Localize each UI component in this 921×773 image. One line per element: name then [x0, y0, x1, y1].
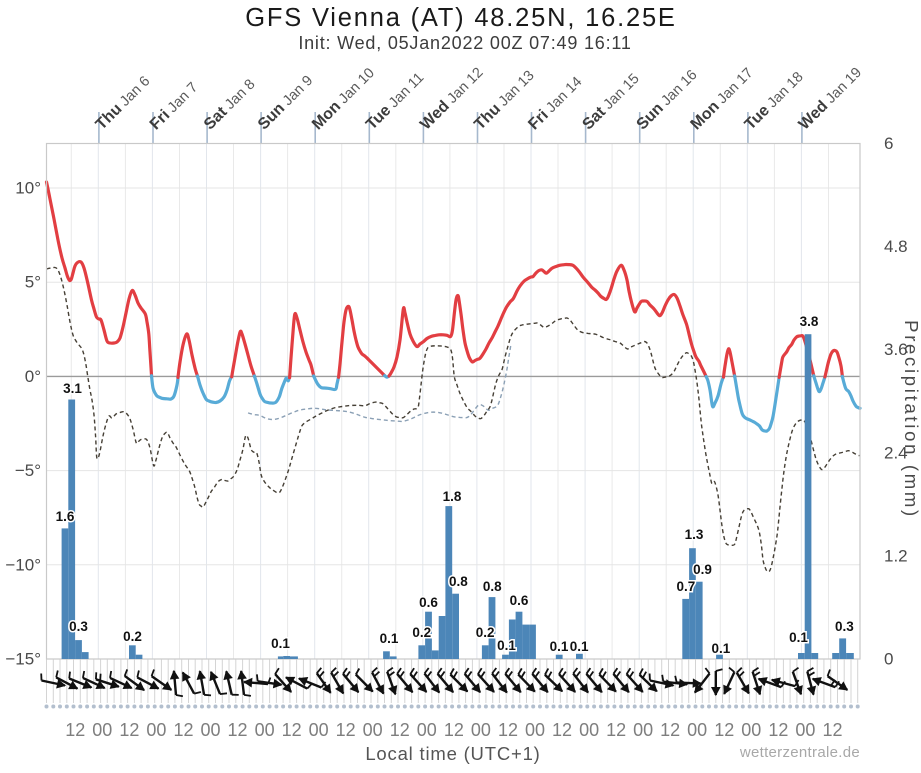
svg-text:6: 6	[884, 134, 893, 153]
svg-text:−10°: −10°	[5, 555, 41, 574]
svg-text:00: 00	[795, 720, 815, 740]
svg-text:−5°: −5°	[15, 461, 41, 480]
svg-text:12: 12	[444, 720, 464, 740]
svg-text:Precipitation (mm): Precipitation (mm)	[901, 320, 921, 519]
svg-text:4.8: 4.8	[884, 237, 908, 256]
svg-text:12: 12	[552, 720, 572, 740]
svg-text:12: 12	[822, 720, 842, 740]
svg-text:12: 12	[498, 720, 518, 740]
svg-text:0.1: 0.1	[497, 638, 516, 653]
svg-text:3.1: 3.1	[63, 381, 82, 396]
svg-text:12: 12	[227, 720, 247, 740]
svg-text:12: 12	[119, 720, 139, 740]
svg-text:12: 12	[606, 720, 626, 740]
svg-text:0: 0	[884, 650, 893, 669]
svg-text:0.6: 0.6	[419, 595, 438, 610]
svg-text:0.9: 0.9	[693, 562, 712, 577]
svg-text:00: 00	[92, 720, 112, 740]
svg-text:0.6: 0.6	[510, 593, 529, 608]
svg-text:00: 00	[633, 720, 653, 740]
svg-text:1.8: 1.8	[443, 489, 462, 504]
svg-text:0.1: 0.1	[712, 641, 731, 656]
svg-text:0.1: 0.1	[570, 639, 589, 654]
svg-text:1.6: 1.6	[56, 509, 75, 524]
svg-text:0.1: 0.1	[271, 636, 290, 651]
svg-text:10°: 10°	[15, 179, 41, 198]
svg-text:00: 00	[146, 720, 166, 740]
svg-text:12: 12	[768, 720, 788, 740]
svg-text:12: 12	[173, 720, 193, 740]
svg-text:0.1: 0.1	[789, 630, 808, 645]
svg-text:0.8: 0.8	[449, 574, 468, 589]
svg-text:0.8: 0.8	[483, 579, 502, 594]
svg-text:1.2: 1.2	[884, 546, 908, 565]
svg-text:GFS Vienna (AT) 48.25N, 16.25E: GFS Vienna (AT) 48.25N, 16.25E	[245, 4, 677, 32]
svg-text:0.2: 0.2	[123, 629, 142, 644]
svg-text:0.1: 0.1	[550, 639, 569, 654]
svg-text:wetterzentrale.de: wetterzentrale.de	[739, 744, 860, 761]
svg-text:00: 00	[471, 720, 491, 740]
svg-text:00: 00	[255, 720, 275, 740]
svg-text:12: 12	[336, 720, 356, 740]
svg-text:−15°: −15°	[5, 650, 41, 669]
svg-text:00: 00	[687, 720, 707, 740]
svg-text:12: 12	[660, 720, 680, 740]
svg-text:0.1: 0.1	[380, 631, 399, 646]
svg-text:3.8: 3.8	[800, 314, 819, 329]
svg-text:0.3: 0.3	[69, 619, 88, 634]
svg-text:12: 12	[714, 720, 734, 740]
svg-text:12: 12	[65, 720, 85, 740]
svg-text:0.2: 0.2	[476, 625, 495, 640]
svg-text:0.2: 0.2	[412, 625, 431, 640]
svg-text:00: 00	[200, 720, 220, 740]
svg-text:00: 00	[417, 720, 437, 740]
svg-text:00: 00	[363, 720, 383, 740]
svg-text:0.3: 0.3	[835, 619, 854, 634]
svg-text:00: 00	[525, 720, 545, 740]
svg-text:Init: Wed, 05Jan2022 00Z 07:49: Init: Wed, 05Jan2022 00Z 07:49 16:11	[298, 33, 631, 53]
svg-text:0.7: 0.7	[677, 579, 696, 594]
svg-text:0°: 0°	[25, 367, 41, 386]
svg-text:12: 12	[390, 720, 410, 740]
svg-text:5°: 5°	[25, 273, 41, 292]
svg-text:1.3: 1.3	[685, 527, 704, 542]
svg-text:00: 00	[309, 720, 329, 740]
svg-text:12: 12	[282, 720, 302, 740]
svg-text:00: 00	[579, 720, 599, 740]
svg-text:00: 00	[741, 720, 761, 740]
svg-text:Local time (UTC+1): Local time (UTC+1)	[365, 743, 540, 764]
